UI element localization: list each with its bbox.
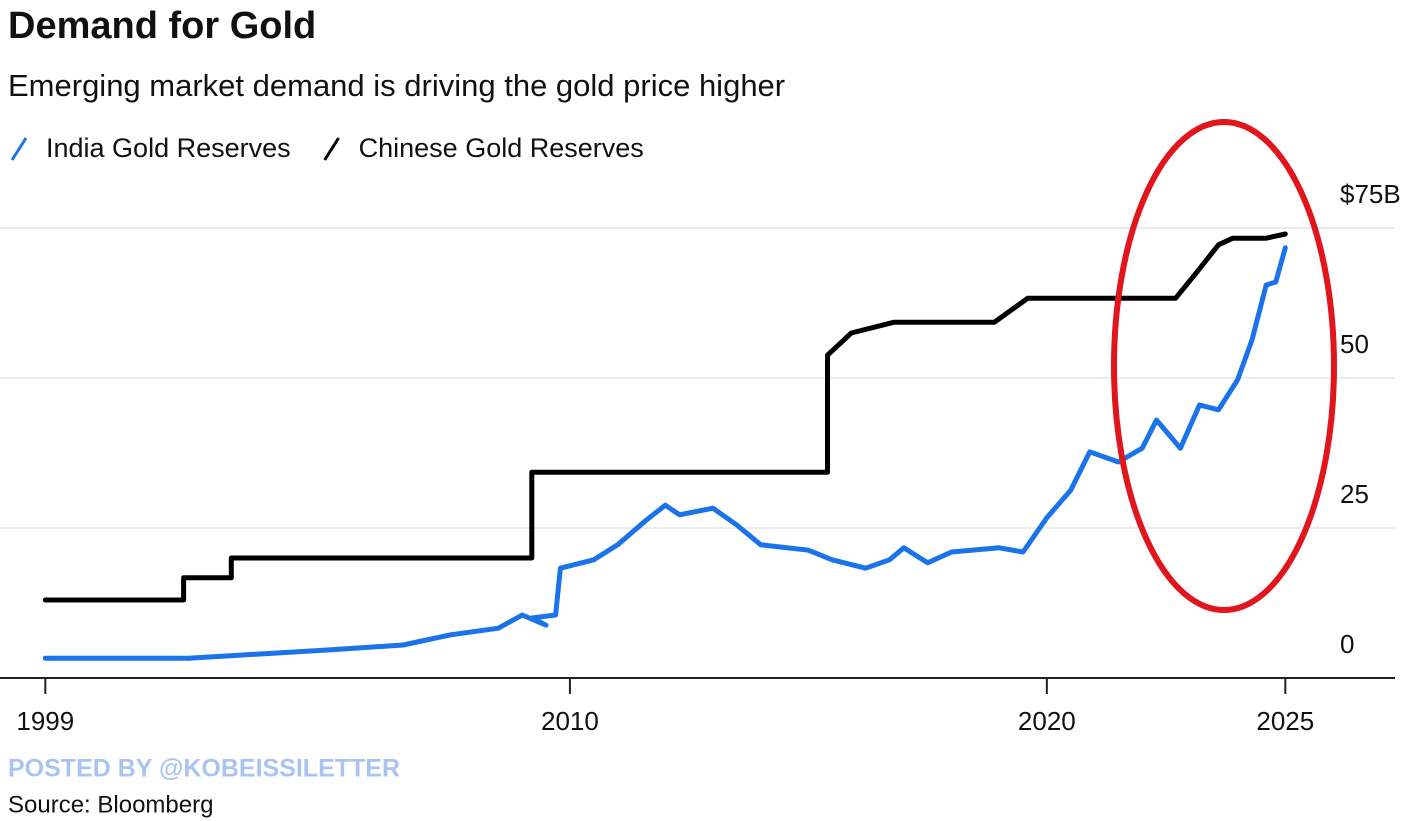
y-tick-label: 25 — [1340, 479, 1369, 509]
legend-icon — [323, 137, 340, 161]
x-tick-label: 1999 — [16, 706, 74, 736]
x-tick-label: 2010 — [541, 706, 599, 736]
series-line — [42, 245, 1288, 661]
legend-icon — [10, 137, 28, 161]
legend-label: India Gold Reserves — [46, 133, 291, 163]
series-line — [42, 231, 1288, 603]
highlight-ellipse — [1111, 119, 1337, 613]
plot-area: 0 25 50 $75B 1999 2010 2020 2025 — [0, 179, 1401, 736]
chart-title: Demand for Gold — [8, 5, 316, 47]
chart-subtitle: Emerging market demand is driving the go… — [8, 68, 785, 103]
y-tick-label: 0 — [1340, 629, 1354, 659]
y-tick-label: $75B — [1340, 179, 1401, 209]
x-tick-label: 2025 — [1256, 706, 1314, 736]
x-tick-label: 2020 — [1018, 706, 1076, 736]
legend-label: Chinese Gold Reserves — [359, 133, 644, 163]
y-tick-label: 50 — [1340, 329, 1369, 359]
credit: POSTED BY @KOBEISSILETTER — [8, 755, 400, 783]
source: Source: Bloomberg — [8, 791, 213, 818]
